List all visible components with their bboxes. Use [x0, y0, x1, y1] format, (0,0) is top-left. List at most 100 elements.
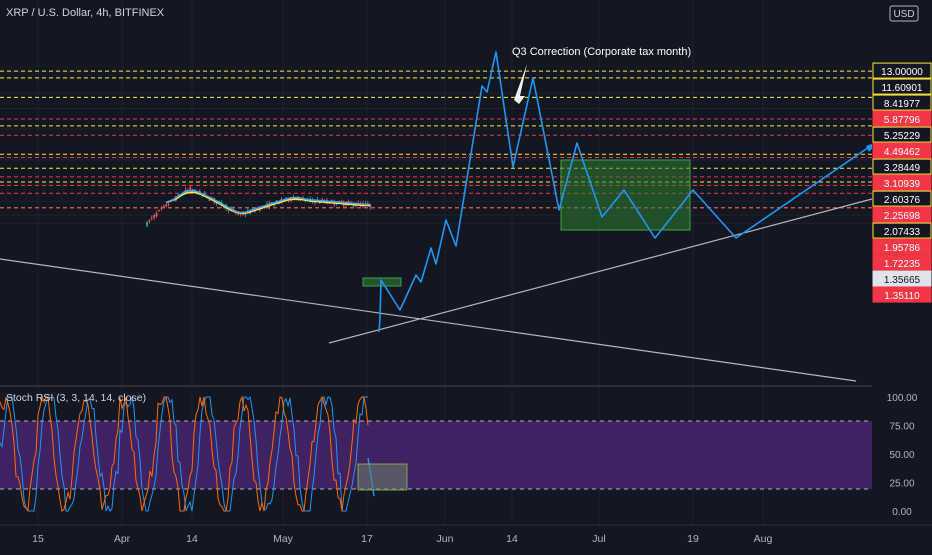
candle-body: [340, 200, 343, 203]
price-level-label: 1.72235: [884, 259, 921, 270]
annotation-arrow: [509, 64, 527, 104]
candle-body: [318, 202, 321, 204]
moving-average-yellow: [165, 191, 371, 215]
candle-body: [354, 205, 357, 207]
candle-body: [167, 204, 170, 206]
currency-badge-box[interactable]: [889, 5, 919, 22]
candle-body: [150, 217, 153, 219]
symbol-label[interactable]: XRP / U.S. Dollar, 4h, BITFINEX: [6, 7, 165, 19]
price-level-tag-box: [872, 238, 932, 255]
moving-average-blue: [165, 189, 371, 214]
price-level-tag-box: [872, 174, 932, 191]
level-labels: 13.00000 11.60901 8.41977 5.87796 5.25229 4.4…: [872, 62, 932, 303]
price-level-tag: 1.72235: [872, 254, 932, 271]
levels-layer: [0, 70, 872, 209]
projection-path[interactable]: [378, 51, 873, 333]
price-level-label: 4.49462: [884, 147, 921, 158]
price-level-label: 2.60376: [884, 195, 921, 206]
rsi-projection-box[interactable]: [357, 463, 408, 491]
rsi-axis-tick: 50.00: [889, 450, 914, 461]
candle-body: [369, 204, 372, 208]
price-level-tag: 1.35110: [872, 286, 932, 303]
price-level-label: 3.28449: [884, 163, 921, 174]
candle-body: [273, 205, 276, 207]
price-level-tag-box: [872, 254, 932, 271]
candle-body: [146, 221, 148, 227]
price-level-tag: 8.41977: [872, 94, 932, 111]
price-level-tag: 1.95786: [872, 238, 932, 255]
price-level-label: 3.10939: [884, 179, 921, 190]
candle-body: [165, 204, 168, 207]
annotation-label[interactable]: Q3 Correction (Corporate tax month): [512, 46, 691, 58]
price-level-tag: 5.25229: [872, 126, 932, 143]
rsi-axis-tick: 75.00: [889, 422, 914, 433]
price-level-label: 1.35110: [884, 291, 920, 302]
time-axis-label: 14: [186, 533, 198, 545]
price-level-label: 1.95786: [884, 243, 921, 254]
price-level-tag-box: [872, 142, 932, 159]
price-level-tag-box: [872, 94, 932, 111]
rsi-axis-tick: 0.00: [892, 507, 912, 518]
price-level-label: 13.00000: [881, 67, 923, 78]
candle-body: [321, 199, 324, 201]
price-level-tag: 2.07433: [872, 222, 932, 239]
time-axis: 15 Apr 14 May 17 Jun 14 Jul 19 Aug: [32, 533, 772, 545]
price-level-tag-box: [872, 286, 932, 303]
candle-body: [153, 214, 156, 218]
price-level-tag: 1.35665: [872, 270, 932, 287]
ascending-trendline[interactable]: [328, 198, 873, 344]
price-level-label: 5.87796: [884, 115, 921, 126]
price-level-tag: 13.00000: [872, 62, 932, 79]
time-axis-label: Jun: [437, 533, 454, 545]
stoch-d-line: [0, 395, 369, 512]
price-level-tag: 2.60376: [872, 190, 932, 207]
price-level-tag: 3.10939: [872, 174, 932, 191]
price-level-label: 8.41977: [884, 99, 921, 110]
time-axis-label: Aug: [754, 533, 773, 545]
price-level-tag-box: [872, 62, 932, 79]
price-level-tag-box: [872, 78, 932, 95]
price-level-tag: 4.49462: [872, 142, 932, 159]
price-level-tag-box: [872, 158, 932, 175]
price-level-tag-box: [872, 270, 932, 287]
candle-body: [160, 207, 163, 209]
candle-body: [158, 209, 160, 211]
candle-body: [290, 200, 292, 202]
price-level-tag-box: [872, 222, 932, 239]
candle-body: [285, 197, 288, 199]
candle-body: [244, 214, 247, 216]
time-axis-label: Apr: [114, 533, 131, 545]
descending-trendline[interactable]: [0, 258, 857, 382]
rsi-title: Stoch RSI (3, 3, 14, 14, close): [6, 392, 146, 404]
time-axis-label: 17: [361, 533, 373, 545]
candle-body: [251, 208, 254, 210]
price-level-tag-box: [872, 110, 932, 127]
candle-body: [148, 220, 151, 222]
time-axis-label: 14: [506, 533, 518, 545]
price-level-tag: 5.87796: [872, 110, 932, 127]
price-level-tag: 3.28449: [872, 158, 932, 175]
price-level-tag: 11.60901: [872, 78, 932, 95]
candle-body: [304, 200, 307, 202]
price-level-tag-box: [872, 206, 932, 223]
time-axis-label: Jul: [592, 533, 605, 545]
rsi-band: [0, 421, 872, 489]
candle-body: [266, 203, 268, 205]
candle-body: [155, 213, 158, 217]
candle-body: [194, 189, 196, 191]
price-level-tag: 2.25698: [872, 206, 932, 223]
price-level-label: 11.60901: [882, 83, 923, 94]
price-level-label: 1.35665: [884, 275, 921, 286]
price-level-tag-box: [872, 126, 932, 143]
price-level-tag-box: [872, 190, 932, 207]
candle-body: [222, 206, 225, 208]
price-level-label: 2.07433: [884, 227, 921, 238]
currency-badge[interactable]: USD: [893, 9, 914, 20]
time-axis-label: 19: [687, 533, 699, 545]
rsi-axis-tick: 100.00: [887, 393, 918, 404]
rsi-axis: 100.00 75.00 50.00 25.00 0.00: [887, 393, 918, 518]
candle-body: [189, 186, 192, 190]
rsi-axis-tick: 25.00: [889, 479, 914, 490]
